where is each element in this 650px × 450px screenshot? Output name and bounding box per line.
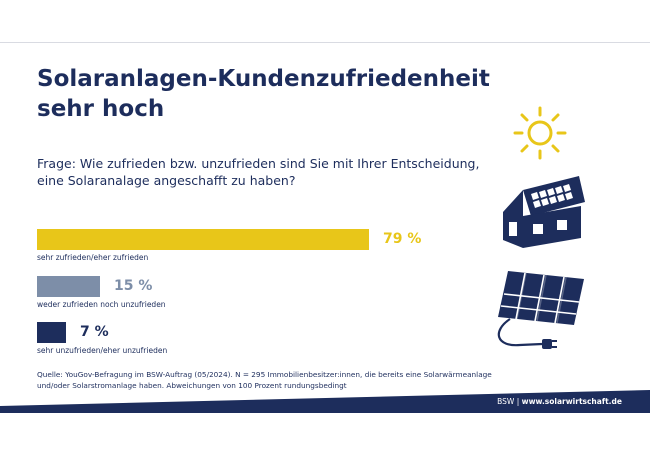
bar-2: [37, 276, 100, 297]
category-label-2: weder zufrieden noch unzufrieden: [37, 300, 166, 309]
source-note: Quelle: YouGov-Befragung im BSW-Auftrag …: [37, 369, 492, 391]
source-line-2: und/oder Solarstromanlage haben. Abweich…: [37, 381, 347, 390]
category-label-3: sehr unzufrieden/eher unzufrieden: [37, 346, 168, 355]
bar-1: [37, 229, 369, 250]
solar-house-icon: [503, 176, 585, 248]
top-divider: [0, 42, 650, 43]
question-line-2: eine Solaranalage angeschafft zu haben?: [37, 173, 296, 188]
title-line-1: Solaranlagen-Kundenzufriedenheit: [37, 66, 490, 92]
survey-question: Frage: Wie zufrieden bzw. unzufrieden si…: [37, 155, 479, 189]
footer-bar: BSW | www.solarwirtschaft.de: [0, 390, 650, 413]
question-line-1: Frage: Wie zufrieden bzw. unzufrieden si…: [37, 156, 480, 171]
footer-text: BSW | www.solarwirtschaft.de: [497, 397, 622, 406]
value-label-2: 15 %: [114, 278, 153, 294]
chart-title: Solaranlagen-Kundenzufriedenheit sehr ho…: [37, 64, 490, 124]
footer-shape: [0, 390, 650, 413]
title-line-2: sehr hoch: [37, 96, 165, 122]
value-label-3: 7 %: [80, 324, 109, 340]
footer-separator: |: [516, 397, 520, 406]
bar-3: [37, 322, 66, 343]
source-line-1: Quelle: YouGov-Befragung im BSW-Auftrag …: [37, 370, 492, 379]
footer-org: BSW: [497, 397, 515, 406]
footer-url[interactable]: www.solarwirtschaft.de: [521, 397, 622, 406]
value-label-1: 79 %: [383, 231, 422, 247]
solar-panel-icon: [497, 271, 584, 349]
category-label-1: sehr zufrieden/eher zufrieden: [37, 253, 149, 262]
sun-icon: [513, 106, 567, 160]
